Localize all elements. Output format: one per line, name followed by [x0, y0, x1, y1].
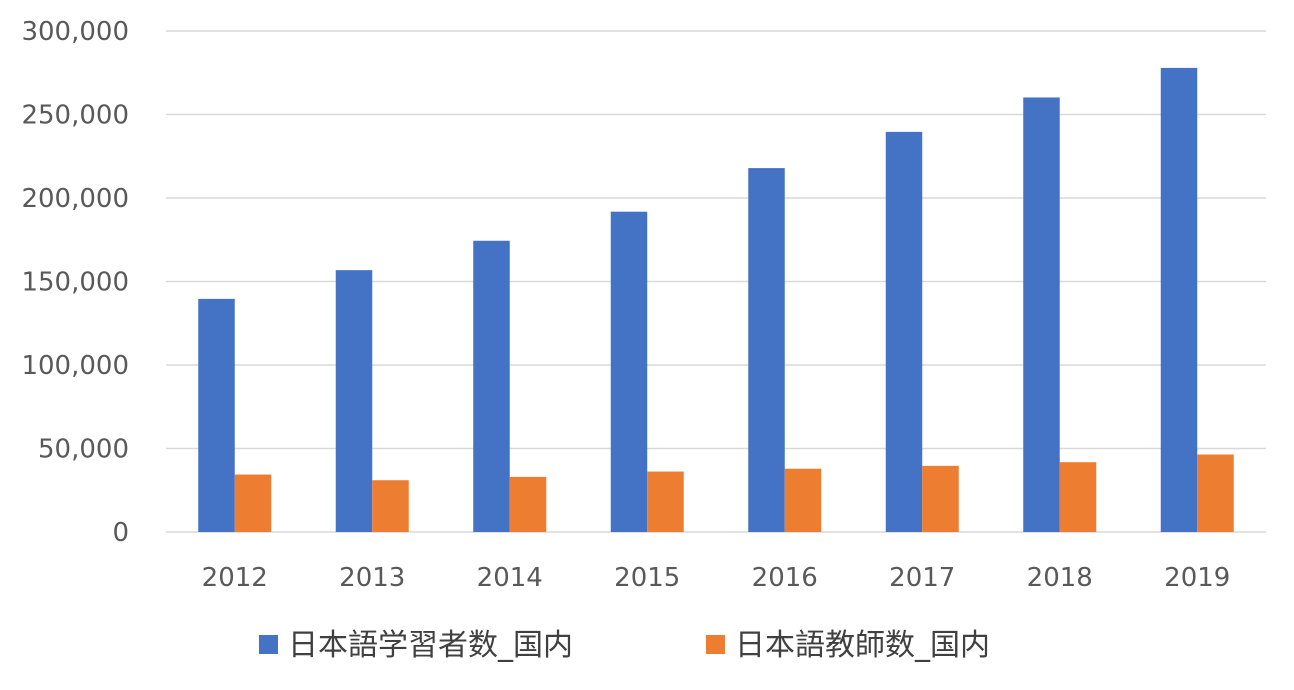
y-tick-label: 250,000 [21, 101, 129, 131]
bar-series-2 [234, 474, 272, 532]
legend: 日本語学習者数_国内 日本語教師数_国内 [259, 628, 990, 663]
legend-label-1: 日本語学習者数_国内 [288, 628, 573, 663]
bar-series-1 [335, 270, 373, 532]
x-tick-label: 2019 [1164, 563, 1230, 593]
x-tick-label: 2012 [202, 563, 268, 593]
bar-series-2 [1197, 454, 1234, 532]
bar-series-1 [1160, 67, 1198, 533]
y-axis-tick-labels: 0 50,000 100,000 150,000 200,000 250,000 300,0… [21, 17, 129, 548]
x-tick-label: 2015 [614, 563, 680, 593]
bar-series-1 [1023, 97, 1060, 532]
x-tick-label: 2018 [1027, 563, 1093, 593]
bar-series-1 [473, 240, 510, 532]
x-tick-label: 2013 [339, 563, 405, 593]
bar-series-1 [610, 211, 648, 532]
bar-series-2 [1059, 462, 1097, 532]
x-tick-label: 2016 [752, 563, 818, 593]
bar-series-2 [922, 465, 959, 532]
bar-series-2 [509, 476, 547, 532]
bars [198, 67, 1234, 533]
grid-lines [166, 30, 1266, 533]
x-tick-label: 2017 [889, 563, 955, 593]
bar-series-2 [784, 468, 822, 532]
bar-series-1 [748, 168, 785, 532]
y-tick-label: 50,000 [38, 435, 129, 465]
bar-series-1 [885, 131, 923, 533]
x-tick-label: 2014 [477, 563, 543, 593]
legend-swatch-2 [706, 635, 725, 654]
y-tick-label: 300,000 [21, 17, 129, 47]
y-tick-label: 0 [112, 518, 129, 548]
bar-series-2 [372, 480, 409, 532]
bar-series-2 [647, 471, 684, 532]
bar-series-1 [198, 298, 235, 532]
y-tick-label: 200,000 [21, 184, 129, 214]
legend-label-2: 日本語教師数_国内 [735, 628, 990, 663]
legend-swatch-1 [259, 635, 278, 654]
y-tick-label: 100,000 [21, 351, 129, 381]
y-tick-label: 150,000 [21, 268, 129, 298]
x-axis-tick-labels: 2012 2013 2014 2015 2016 2017 2018 2019 [202, 563, 1231, 593]
